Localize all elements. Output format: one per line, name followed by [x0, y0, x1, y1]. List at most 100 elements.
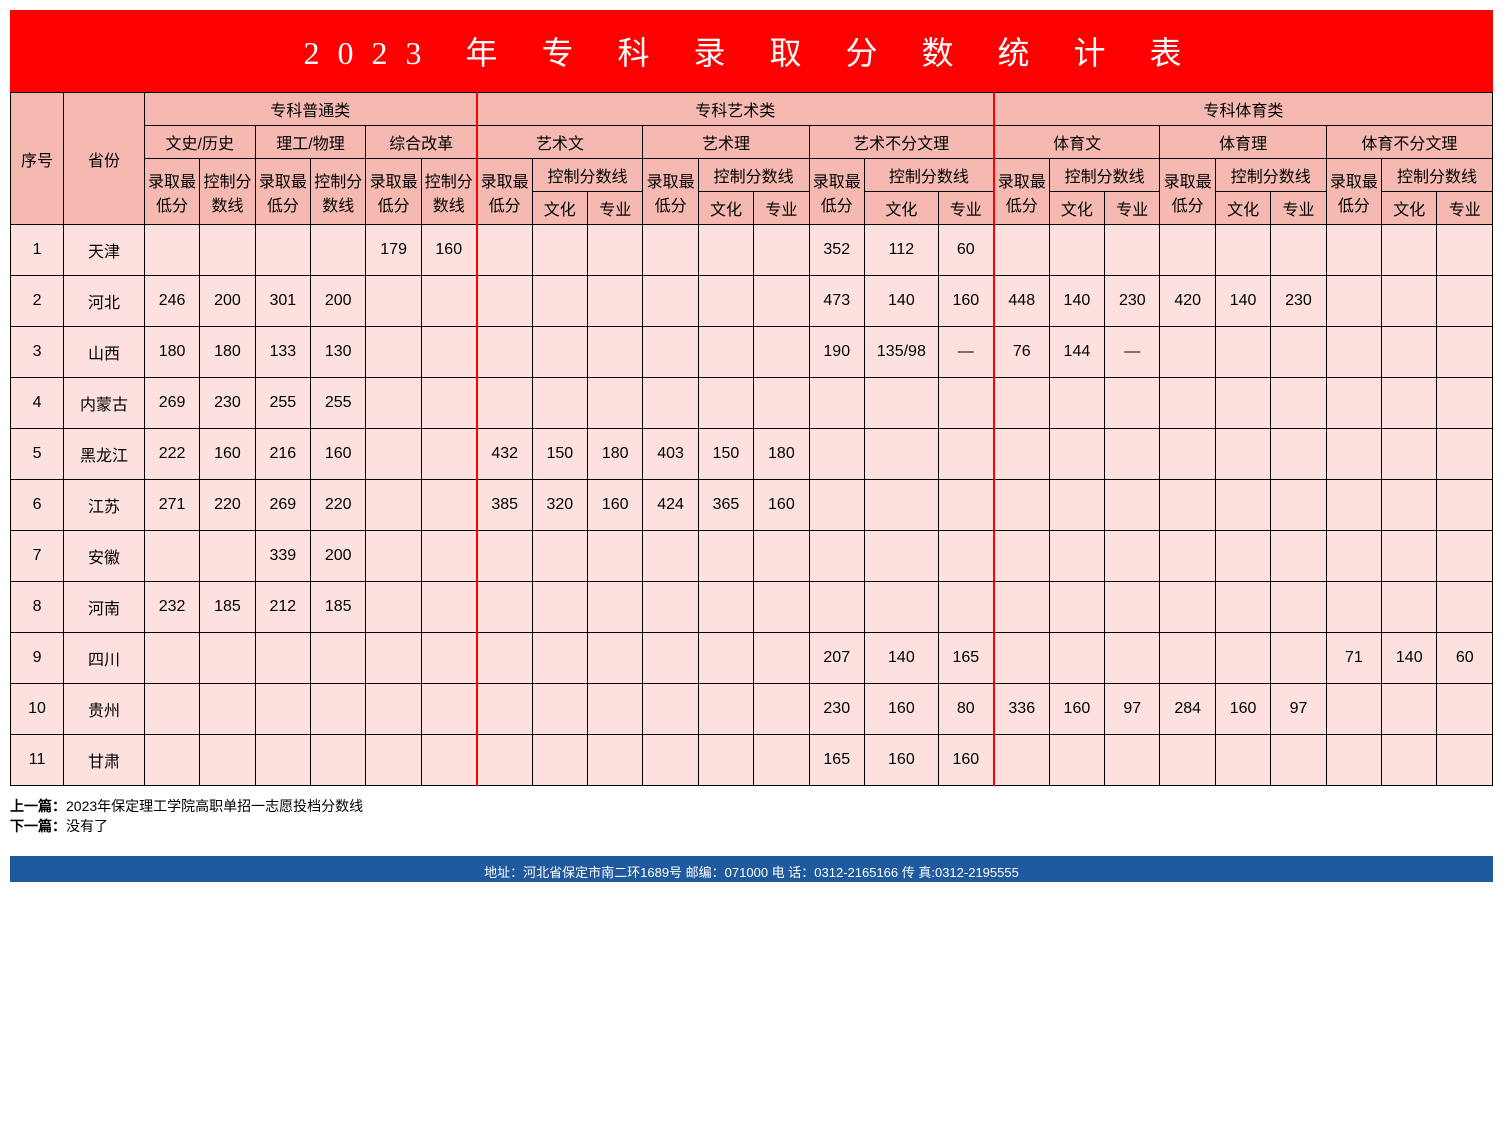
cell-value — [1271, 378, 1326, 429]
table-row: 1天津17916035211260 — [11, 225, 1493, 276]
col-luqu: 录取最低分 — [1326, 159, 1381, 225]
cell-value — [1437, 531, 1493, 582]
cell-value: 140 — [1382, 633, 1437, 684]
col-luqu: 录取最低分 — [994, 159, 1049, 225]
cell-value: 320 — [532, 480, 587, 531]
prev-article[interactable]: 上一篇：2023年保定理工学院高职单招一志愿投档分数线 — [10, 796, 1493, 816]
cell-value — [1160, 531, 1215, 582]
next-article[interactable]: 下一篇：没有了 — [10, 816, 1493, 836]
cell-value — [588, 531, 643, 582]
cell-value — [1326, 327, 1381, 378]
cell-value — [643, 531, 698, 582]
cell-province: 贵州 — [64, 684, 145, 735]
cell-value: 230 — [809, 684, 864, 735]
cell-value — [809, 531, 864, 582]
cell-value — [588, 225, 643, 276]
cell-value — [1215, 633, 1270, 684]
cell-value — [1271, 225, 1326, 276]
cell-value — [366, 633, 421, 684]
cell-value — [255, 225, 310, 276]
sub-sport-both: 体育不分文理 — [1326, 126, 1492, 159]
cell-value — [588, 327, 643, 378]
cell-value — [144, 531, 199, 582]
cell-idx: 5 — [11, 429, 64, 480]
cell-value — [588, 378, 643, 429]
cell-value: 160 — [938, 276, 994, 327]
cell-value — [588, 735, 643, 786]
cell-value — [754, 684, 809, 735]
cell-value: 269 — [144, 378, 199, 429]
cell-value — [643, 327, 698, 378]
cell-value — [643, 684, 698, 735]
cell-value — [200, 735, 255, 786]
cell-value — [1382, 684, 1437, 735]
cell-value — [1382, 276, 1437, 327]
cell-value: — — [1105, 327, 1160, 378]
sub-zonghe: 综合改革 — [366, 126, 477, 159]
cell-value — [938, 582, 994, 633]
cell-value — [588, 684, 643, 735]
cell-value — [477, 633, 532, 684]
cell-value — [643, 378, 698, 429]
cell-value — [477, 684, 532, 735]
cell-value — [938, 429, 994, 480]
cell-idx: 1 — [11, 225, 64, 276]
cell-value: 180 — [754, 429, 809, 480]
cell-value — [1049, 633, 1104, 684]
cell-value — [1382, 582, 1437, 633]
cell-value — [421, 633, 476, 684]
cell-idx: 11 — [11, 735, 64, 786]
sub-ligong: 理工/物理 — [255, 126, 366, 159]
cell-value — [1382, 480, 1437, 531]
cell-value: 222 — [144, 429, 199, 480]
cell-value: 140 — [1215, 276, 1270, 327]
cell-value — [1271, 531, 1326, 582]
cell-value — [698, 582, 753, 633]
cell-value — [366, 531, 421, 582]
cell-value — [1437, 225, 1493, 276]
cell-value — [994, 225, 1049, 276]
cell-value — [1437, 429, 1493, 480]
cell-value — [477, 582, 532, 633]
col-wenhua: 文化 — [532, 192, 587, 225]
cell-value — [1049, 378, 1104, 429]
table-row: 10贵州230160803361609728416097 — [11, 684, 1493, 735]
cell-value — [1271, 735, 1326, 786]
cell-value: 269 — [255, 480, 310, 531]
cell-value — [1382, 327, 1437, 378]
cell-value — [643, 276, 698, 327]
cell-value — [754, 225, 809, 276]
cell-value — [311, 225, 366, 276]
cell-value — [1160, 429, 1215, 480]
cell-value: 271 — [144, 480, 199, 531]
cell-value: 150 — [698, 429, 753, 480]
cell-value — [754, 582, 809, 633]
cell-idx: 4 — [11, 378, 64, 429]
cell-province: 河南 — [64, 582, 145, 633]
cell-value: 97 — [1271, 684, 1326, 735]
col-kongzhi: 控制分数线 — [864, 159, 993, 192]
cell-value — [994, 735, 1049, 786]
cell-value — [809, 378, 864, 429]
table-row: 4内蒙古269230255255 — [11, 378, 1493, 429]
cell-value: 135/98 — [864, 327, 938, 378]
cell-value: 80 — [938, 684, 994, 735]
cell-value: 60 — [1437, 633, 1493, 684]
table-row: 11甘肃165160160 — [11, 735, 1493, 786]
cell-value — [1326, 225, 1381, 276]
cell-value — [643, 225, 698, 276]
cell-idx: 3 — [11, 327, 64, 378]
cell-value — [864, 582, 938, 633]
cell-value — [1326, 735, 1381, 786]
col-kongzhi: 控制分数线 — [421, 159, 476, 225]
col-luqu: 录取最低分 — [643, 159, 698, 225]
cell-value — [255, 735, 310, 786]
cell-value: 352 — [809, 225, 864, 276]
cell-value — [1215, 378, 1270, 429]
table-row: 9四川2071401657114060 — [11, 633, 1493, 684]
cell-value — [366, 378, 421, 429]
cell-value — [421, 582, 476, 633]
cell-value: 246 — [144, 276, 199, 327]
cell-value — [255, 684, 310, 735]
cell-value — [1326, 276, 1381, 327]
